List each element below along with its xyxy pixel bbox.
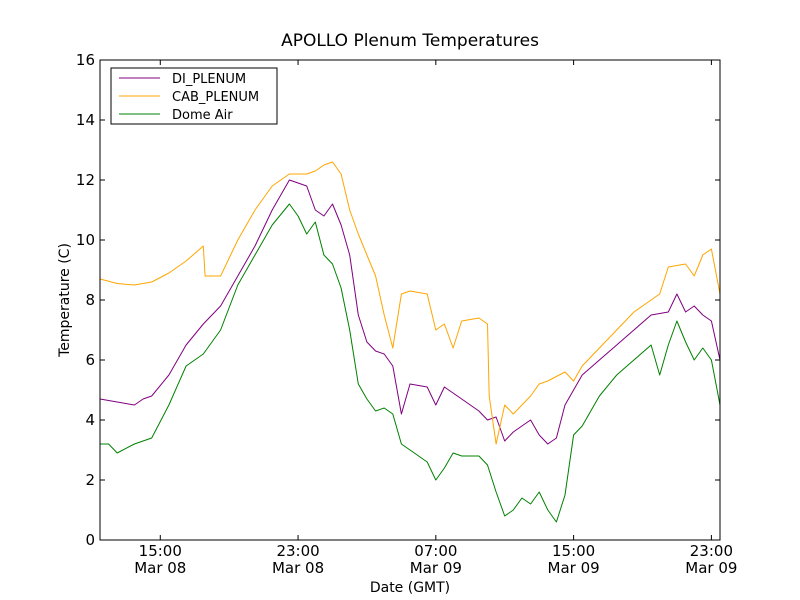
x-tick-date-label: Mar 09 — [548, 559, 600, 577]
y-tick-label: 12 — [76, 171, 95, 189]
y-tick-label: 14 — [76, 111, 95, 129]
x-tick-time-label: 23:00 — [690, 542, 733, 560]
y-tick-label: 8 — [85, 291, 95, 309]
legend-label-dome-air: Dome Air — [172, 108, 233, 123]
y-tick-label: 0 — [85, 531, 95, 549]
x-tick-date-label: Mar 08 — [272, 559, 324, 577]
x-tick-time-label: 23:00 — [276, 542, 319, 560]
x-tick-date-label: Mar 09 — [410, 559, 462, 577]
y-tick-label: 4 — [85, 411, 95, 429]
series-group — [100, 161, 720, 523]
x-tick-date-label: Mar 08 — [134, 559, 186, 577]
series-line-cab-plenum — [100, 161, 720, 445]
legend-label-di-plenum: DI_PLENUM — [172, 72, 246, 87]
y-axis-label: Temperature (C) — [57, 243, 73, 358]
x-tick-time-label: 15:00 — [139, 542, 182, 560]
y-tick-label: 10 — [76, 231, 95, 249]
x-tick-time-label: 07:00 — [414, 542, 457, 560]
y-axis: 0 2 4 6 8 10 12 14 16 — [76, 51, 720, 549]
y-tick-label: 16 — [76, 51, 95, 69]
x-tick-date-label: Mar 09 — [685, 559, 737, 577]
y-tick-label: 6 — [85, 351, 95, 369]
x-axis-label: Date (GMT) — [370, 580, 450, 596]
legend: DI_PLENUM CAB_PLENUM Dome Air — [110, 67, 278, 125]
y-tick-label: 2 — [85, 471, 95, 489]
chart-title: APOLLO Plenum Temperatures — [281, 31, 539, 51]
series-line-di-plenum — [100, 179, 720, 445]
series-line-dome-air — [100, 203, 720, 523]
x-tick-time-label: 15:00 — [552, 542, 595, 560]
legend-label-cab-plenum: CAB_PLENUM — [172, 90, 259, 105]
